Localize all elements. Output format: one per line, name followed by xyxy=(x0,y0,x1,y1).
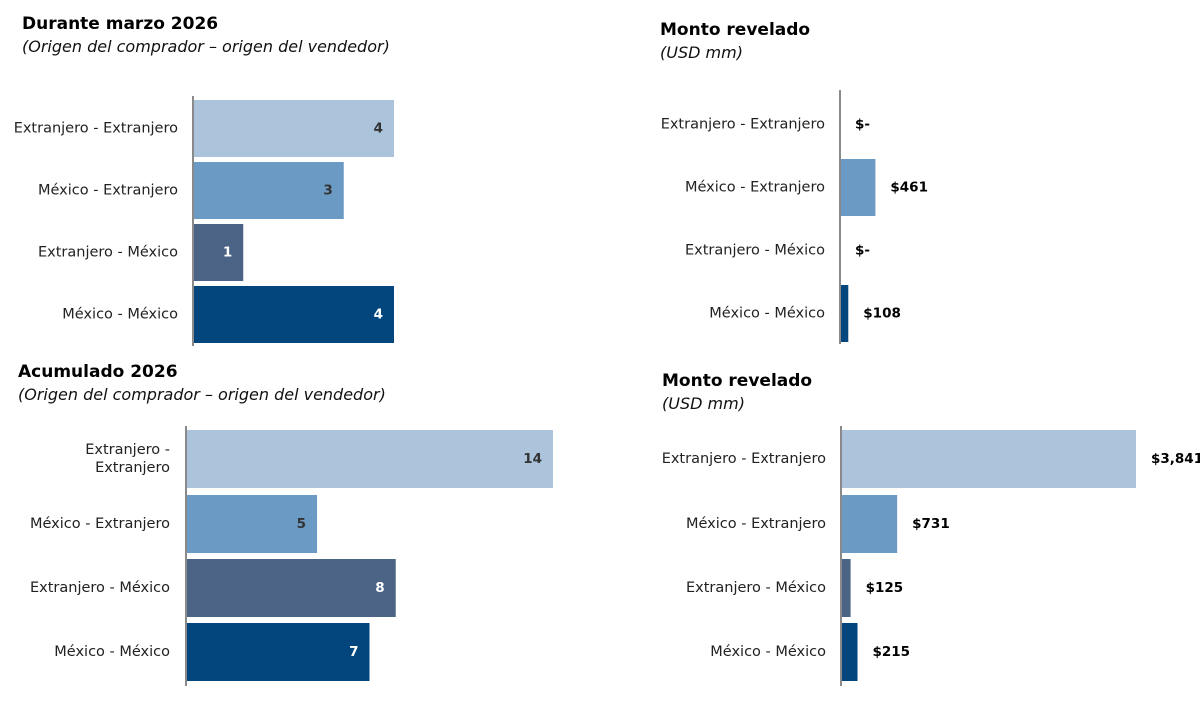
category-label: México - México xyxy=(54,644,170,660)
bar xyxy=(193,100,394,157)
category-label: México - México xyxy=(710,644,826,660)
data-label: 14 xyxy=(523,451,542,467)
bar xyxy=(193,224,244,281)
bar xyxy=(186,623,370,681)
data-label: 1 xyxy=(223,245,232,261)
category-label: Extranjero - Extranjero xyxy=(661,117,825,133)
chart-0: Extranjero - Extranjero 4 México - Extranj… xyxy=(14,96,394,346)
category-label: Extranjero -Extranjero xyxy=(85,442,170,476)
data-label: $- xyxy=(855,117,870,133)
chart-subtitle: (USD mm) xyxy=(662,394,745,413)
chart-title: Durante marzo 2026 xyxy=(22,14,219,34)
chart-title: Monto revelado xyxy=(662,371,813,391)
bar xyxy=(840,159,876,216)
category-label: Extranjero - México xyxy=(685,243,825,259)
chart-subtitle: (Origen del comprador – origen del vende… xyxy=(22,37,390,56)
data-label: $- xyxy=(855,243,870,259)
chart-title: Acumulado 2026 xyxy=(18,362,178,382)
category-label: México - México xyxy=(62,307,178,323)
chart-2: Extranjero -Extranjero 14 México - Extranj… xyxy=(30,426,553,686)
bar xyxy=(186,430,553,488)
bar xyxy=(193,162,344,219)
bar xyxy=(841,495,898,553)
bar xyxy=(193,286,394,343)
bar xyxy=(841,623,858,681)
data-label: $125 xyxy=(866,580,904,596)
bar xyxy=(186,559,396,617)
data-label: 5 xyxy=(297,516,306,532)
category-label: México - Extranjero xyxy=(38,183,178,199)
category-label: México - Extranjero xyxy=(685,180,825,196)
category-label: Extranjero - Extranjero xyxy=(662,451,826,467)
data-label: 4 xyxy=(374,121,383,137)
category-label: México - Extranjero xyxy=(30,516,170,532)
chart-title: Monto revelado xyxy=(660,20,811,40)
data-label: $3,841 xyxy=(1151,451,1200,467)
category-label: Extranjero - Extranjero xyxy=(14,121,178,137)
chart-subtitle: (USD mm) xyxy=(660,43,743,62)
category-label: Extranjero - México xyxy=(30,580,170,596)
chart-subtitle: (Origen del comprador – origen del vende… xyxy=(18,385,386,404)
category-label: México - Extranjero xyxy=(686,516,826,532)
chart-1: Extranjero - Extranjero $- México - Extran… xyxy=(661,90,928,344)
data-label: 8 xyxy=(375,580,384,596)
category-label: Extranjero - México xyxy=(686,580,826,596)
data-label: $461 xyxy=(890,180,928,196)
chart-3: Extranjero - Extranjero $3,841 México - Ex… xyxy=(662,426,1200,686)
bar xyxy=(840,285,849,342)
data-label: $108 xyxy=(863,306,901,322)
category-label: Extranjero - México xyxy=(38,245,178,261)
category-label: México - México xyxy=(709,306,825,322)
data-label: 7 xyxy=(349,644,358,660)
bar xyxy=(841,559,851,617)
bar xyxy=(841,430,1136,488)
data-label: $731 xyxy=(912,516,950,532)
data-label: 4 xyxy=(374,307,383,323)
data-label: 3 xyxy=(323,183,332,199)
data-label: $215 xyxy=(873,644,911,660)
bar xyxy=(186,495,318,553)
